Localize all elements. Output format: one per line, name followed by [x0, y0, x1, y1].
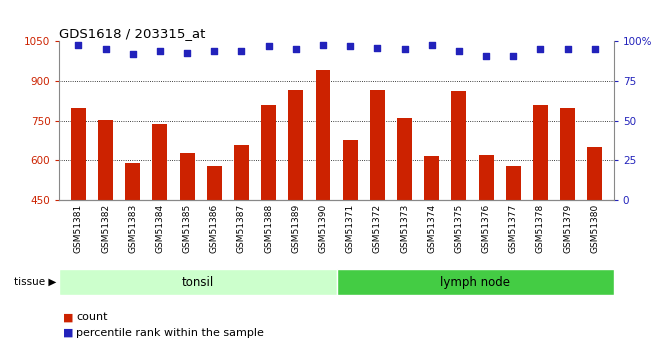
- Bar: [343, 140, 358, 200]
- Text: GSM51374: GSM51374: [427, 204, 436, 253]
- Point: [589, 47, 600, 52]
- Text: percentile rank within the sample: percentile rank within the sample: [76, 328, 264, 338]
- Bar: [560, 108, 575, 200]
- Text: GSM51388: GSM51388: [264, 204, 273, 253]
- Bar: [315, 70, 331, 200]
- Bar: [207, 166, 222, 200]
- Text: GSM51377: GSM51377: [509, 204, 517, 253]
- Bar: [424, 156, 439, 200]
- Point: [209, 48, 220, 54]
- Text: count: count: [76, 313, 108, 322]
- Text: ■: ■: [63, 313, 73, 322]
- Point: [236, 48, 247, 54]
- Bar: [98, 120, 113, 200]
- Bar: [370, 90, 385, 200]
- Text: GSM51376: GSM51376: [482, 204, 490, 253]
- Text: GSM51386: GSM51386: [210, 204, 219, 253]
- Point: [154, 48, 165, 54]
- Text: GSM51387: GSM51387: [237, 204, 246, 253]
- Point: [100, 47, 111, 52]
- Point: [182, 50, 193, 55]
- Bar: [261, 106, 276, 200]
- Point: [453, 48, 464, 54]
- Point: [372, 45, 383, 50]
- Bar: [59, 269, 337, 295]
- Bar: [288, 90, 304, 200]
- Point: [290, 47, 301, 52]
- Point: [535, 47, 546, 52]
- Point: [508, 53, 519, 58]
- Bar: [337, 269, 614, 295]
- Point: [480, 53, 491, 58]
- Bar: [234, 145, 249, 200]
- Point: [345, 43, 356, 49]
- Bar: [71, 108, 86, 200]
- Point: [562, 47, 573, 52]
- Bar: [506, 166, 521, 200]
- Text: GSM51373: GSM51373: [400, 204, 409, 253]
- Bar: [152, 124, 168, 200]
- Point: [317, 42, 328, 47]
- Point: [263, 43, 274, 49]
- Text: GSM51390: GSM51390: [319, 204, 327, 253]
- Text: tonsil: tonsil: [182, 276, 214, 288]
- Point: [73, 42, 84, 47]
- Bar: [533, 106, 548, 200]
- Text: GSM51380: GSM51380: [590, 204, 599, 253]
- Text: GSM51382: GSM51382: [101, 204, 110, 253]
- Text: GDS1618 / 203315_at: GDS1618 / 203315_at: [59, 27, 206, 40]
- Text: GSM51384: GSM51384: [156, 204, 164, 253]
- Bar: [180, 153, 195, 200]
- Text: GSM51383: GSM51383: [128, 204, 137, 253]
- Text: lymph node: lymph node: [440, 276, 510, 288]
- Text: GSM51385: GSM51385: [183, 204, 191, 253]
- Text: GSM51372: GSM51372: [373, 204, 382, 253]
- Text: GSM51378: GSM51378: [536, 204, 545, 253]
- Text: GSM51375: GSM51375: [454, 204, 463, 253]
- Bar: [587, 147, 603, 200]
- Text: GSM51379: GSM51379: [563, 204, 572, 253]
- Bar: [478, 155, 494, 200]
- Point: [426, 42, 437, 47]
- Bar: [451, 91, 467, 200]
- Bar: [397, 118, 412, 200]
- Point: [399, 47, 410, 52]
- Text: GSM51381: GSM51381: [74, 204, 83, 253]
- Text: GSM51389: GSM51389: [291, 204, 300, 253]
- Point: [127, 51, 138, 57]
- Bar: [125, 162, 141, 200]
- Text: tissue ▶: tissue ▶: [14, 277, 56, 287]
- Text: ■: ■: [63, 328, 73, 338]
- Text: GSM51371: GSM51371: [346, 204, 354, 253]
